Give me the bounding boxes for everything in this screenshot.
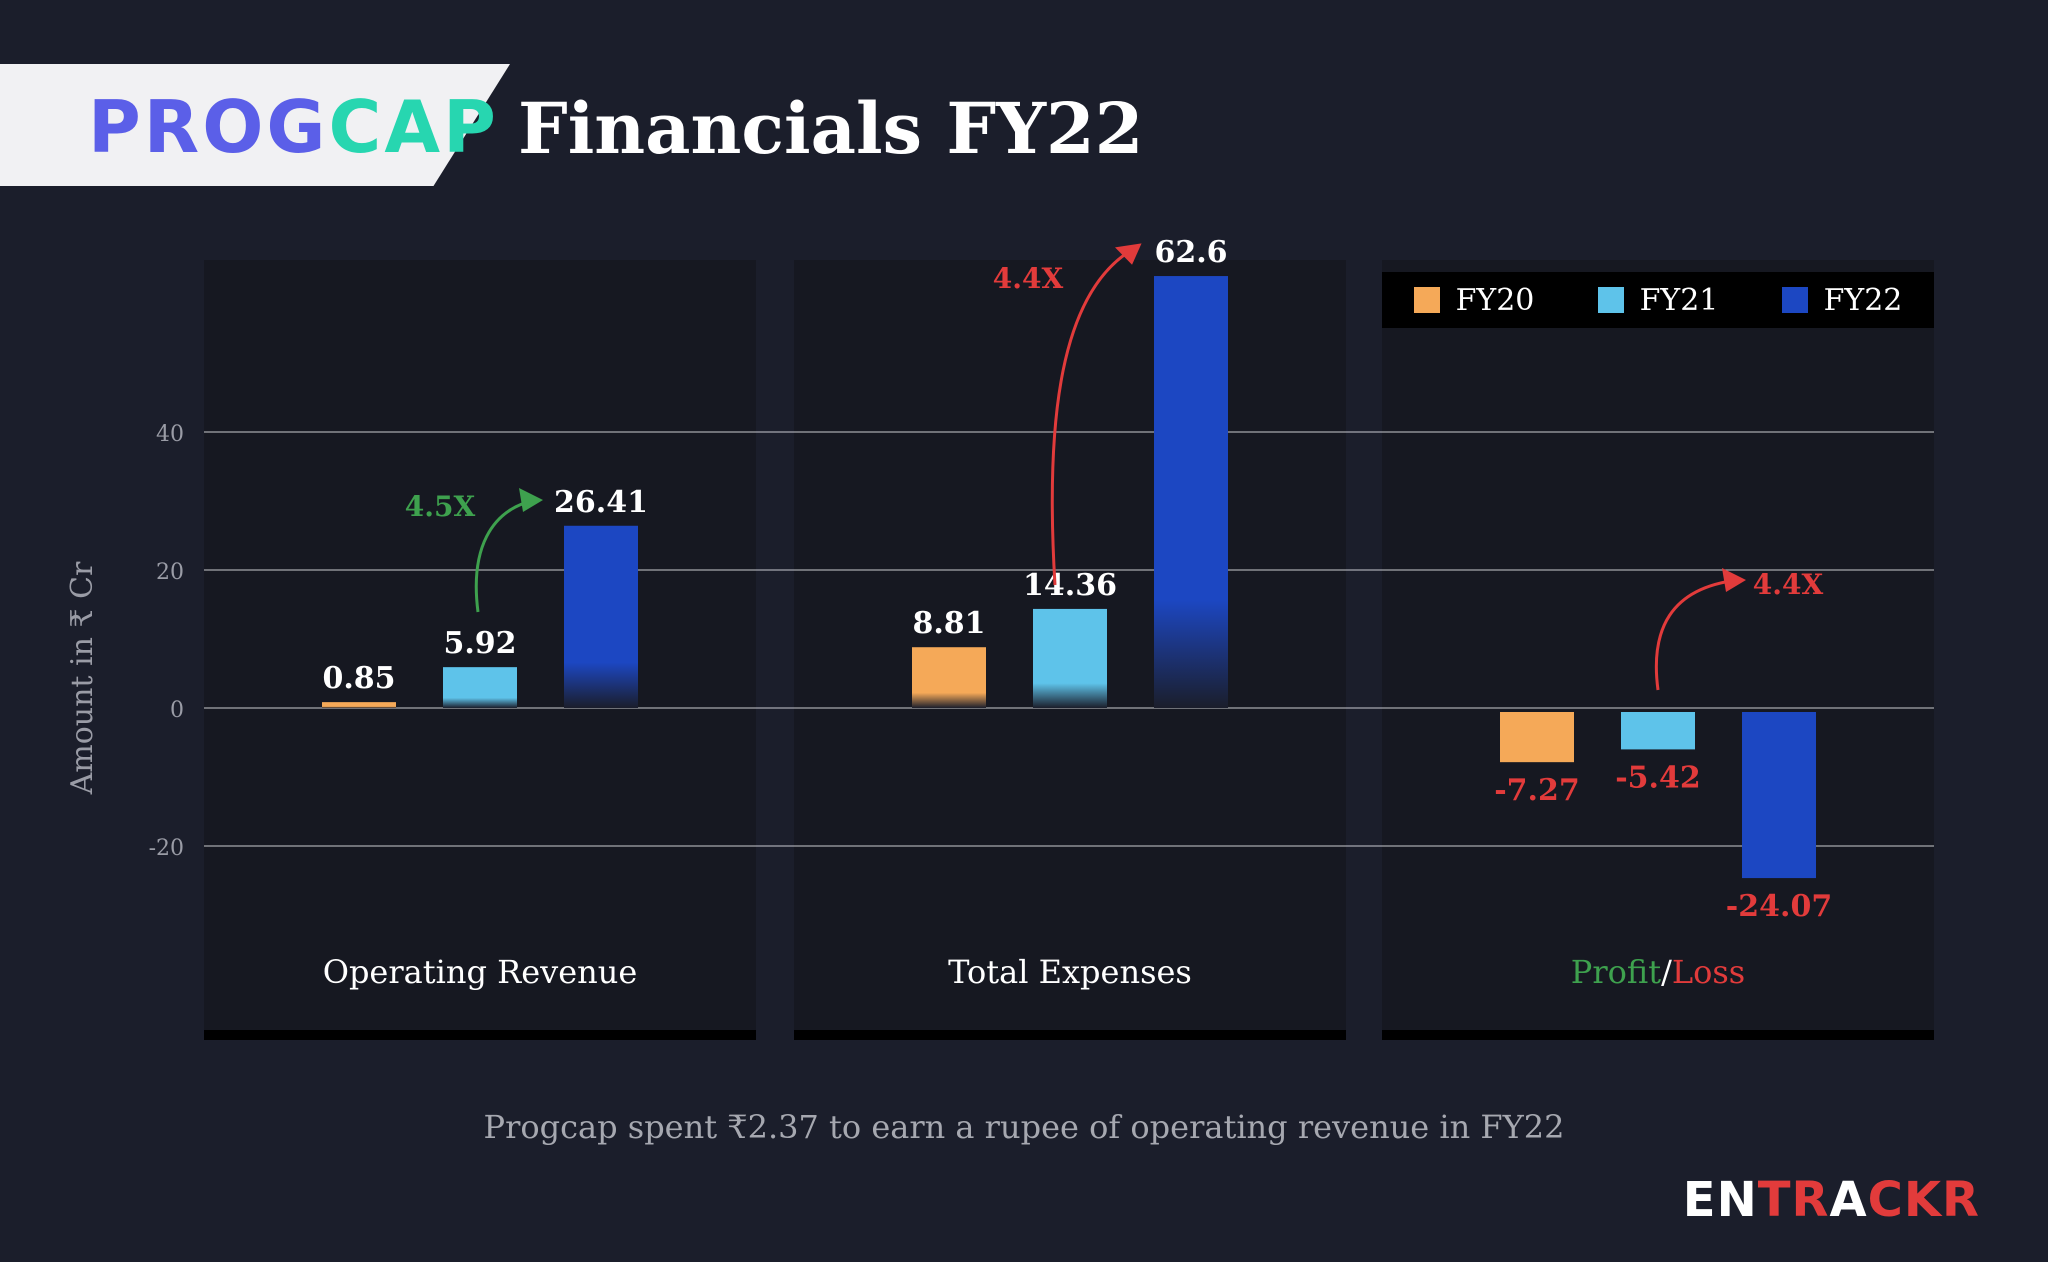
category-label-2: Total Expenses <box>948 953 1192 991</box>
legend-swatch-fy22 <box>1781 287 1808 313</box>
data-label-fy21-1: 5.92 <box>443 626 516 661</box>
brand-part-en: EN <box>1682 1172 1758 1228</box>
growth-arrow-1 <box>474 498 536 613</box>
y-tick-label-20: 20 <box>156 560 184 585</box>
legend-swatch-fy20 <box>1413 287 1440 313</box>
growth-arrowhead-1 <box>519 488 543 512</box>
legend-label-fy21: FY21 <box>1639 282 1719 318</box>
bar-fy22-1 <box>564 525 638 708</box>
growth-arrowhead-3 <box>1722 568 1746 592</box>
logo-part-prog: PROG <box>88 85 329 169</box>
data-label-fy21-3: -5.42 <box>1615 760 1701 795</box>
bar-fy22-3 <box>1742 712 1816 879</box>
growth-annotation-2: 4.4X <box>993 262 1064 295</box>
y-tick-label-0: 0 <box>170 698 184 723</box>
bar-fy20-2 <box>912 647 986 708</box>
data-label-fy22-2: 62.6 <box>1154 235 1227 270</box>
bar-fy21-1 <box>443 667 517 708</box>
legend-item-fy21: FY21 <box>1597 282 1719 318</box>
y-tick-label--20: -20 <box>149 836 184 861</box>
progcap-logo: PROGCAP <box>88 84 499 170</box>
page-title: Financials FY22 <box>518 87 1144 170</box>
panel-base-3 <box>1382 1030 1934 1040</box>
entrackr-logo: ENTRACKR <box>1683 1172 1980 1228</box>
legend-label-fy22: FY22 <box>1823 282 1903 318</box>
growth-annotation-3: 4.4X <box>1753 568 1824 601</box>
bar-fy20-3 <box>1500 712 1574 763</box>
data-label-fy20-1: 0.85 <box>322 661 395 696</box>
panel-base-2 <box>794 1030 1346 1040</box>
logo-part-cap: CAP <box>328 85 499 169</box>
bar-fy21-3 <box>1621 712 1695 750</box>
bar-fy21-2 <box>1033 608 1107 708</box>
chart-legend: FY20 FY21 FY22 <box>1382 272 1934 328</box>
y-axis-label: Amount in ₹ Cr <box>65 561 100 795</box>
brand-part-a: A <box>1829 1172 1868 1228</box>
legend-item-fy20: FY20 <box>1413 282 1535 318</box>
brand-part-ckr: CKR <box>1867 1172 1980 1228</box>
data-label-fy20-3: -7.27 <box>1494 773 1580 808</box>
growth-arrowhead-2 <box>1115 243 1142 265</box>
logo-plate <box>0 64 510 186</box>
bar-fy20-1 <box>322 702 396 708</box>
growth-arrow-3 <box>1654 578 1739 691</box>
growth-annotation-1: 4.5X <box>405 490 476 523</box>
data-label-fy22-1: 26.41 <box>554 485 648 520</box>
panel-background-1 <box>204 260 756 1030</box>
data-label-fy21-2: 14.36 <box>1023 568 1117 603</box>
y-tick-label-40: 40 <box>156 422 184 447</box>
data-label-fy20-2: 8.81 <box>912 606 985 641</box>
panel-base-1 <box>204 1030 756 1040</box>
legend-item-fy22: FY22 <box>1781 282 1903 318</box>
category-label-1: Operating Revenue <box>323 953 638 991</box>
brand-part-tr: TR <box>1757 1172 1830 1228</box>
legend-swatch-fy21 <box>1597 287 1624 313</box>
category-label-3: Profit/Loss <box>1571 953 1745 991</box>
data-label-fy22-3: -24.07 <box>1726 889 1832 924</box>
footnote: Progcap spent ₹2.37 to earn a rupee of o… <box>483 1108 1565 1146</box>
bar-fy22-2 <box>1154 276 1228 708</box>
growth-arrow-2 <box>1050 246 1136 586</box>
legend-label-fy20: FY20 <box>1455 282 1535 318</box>
